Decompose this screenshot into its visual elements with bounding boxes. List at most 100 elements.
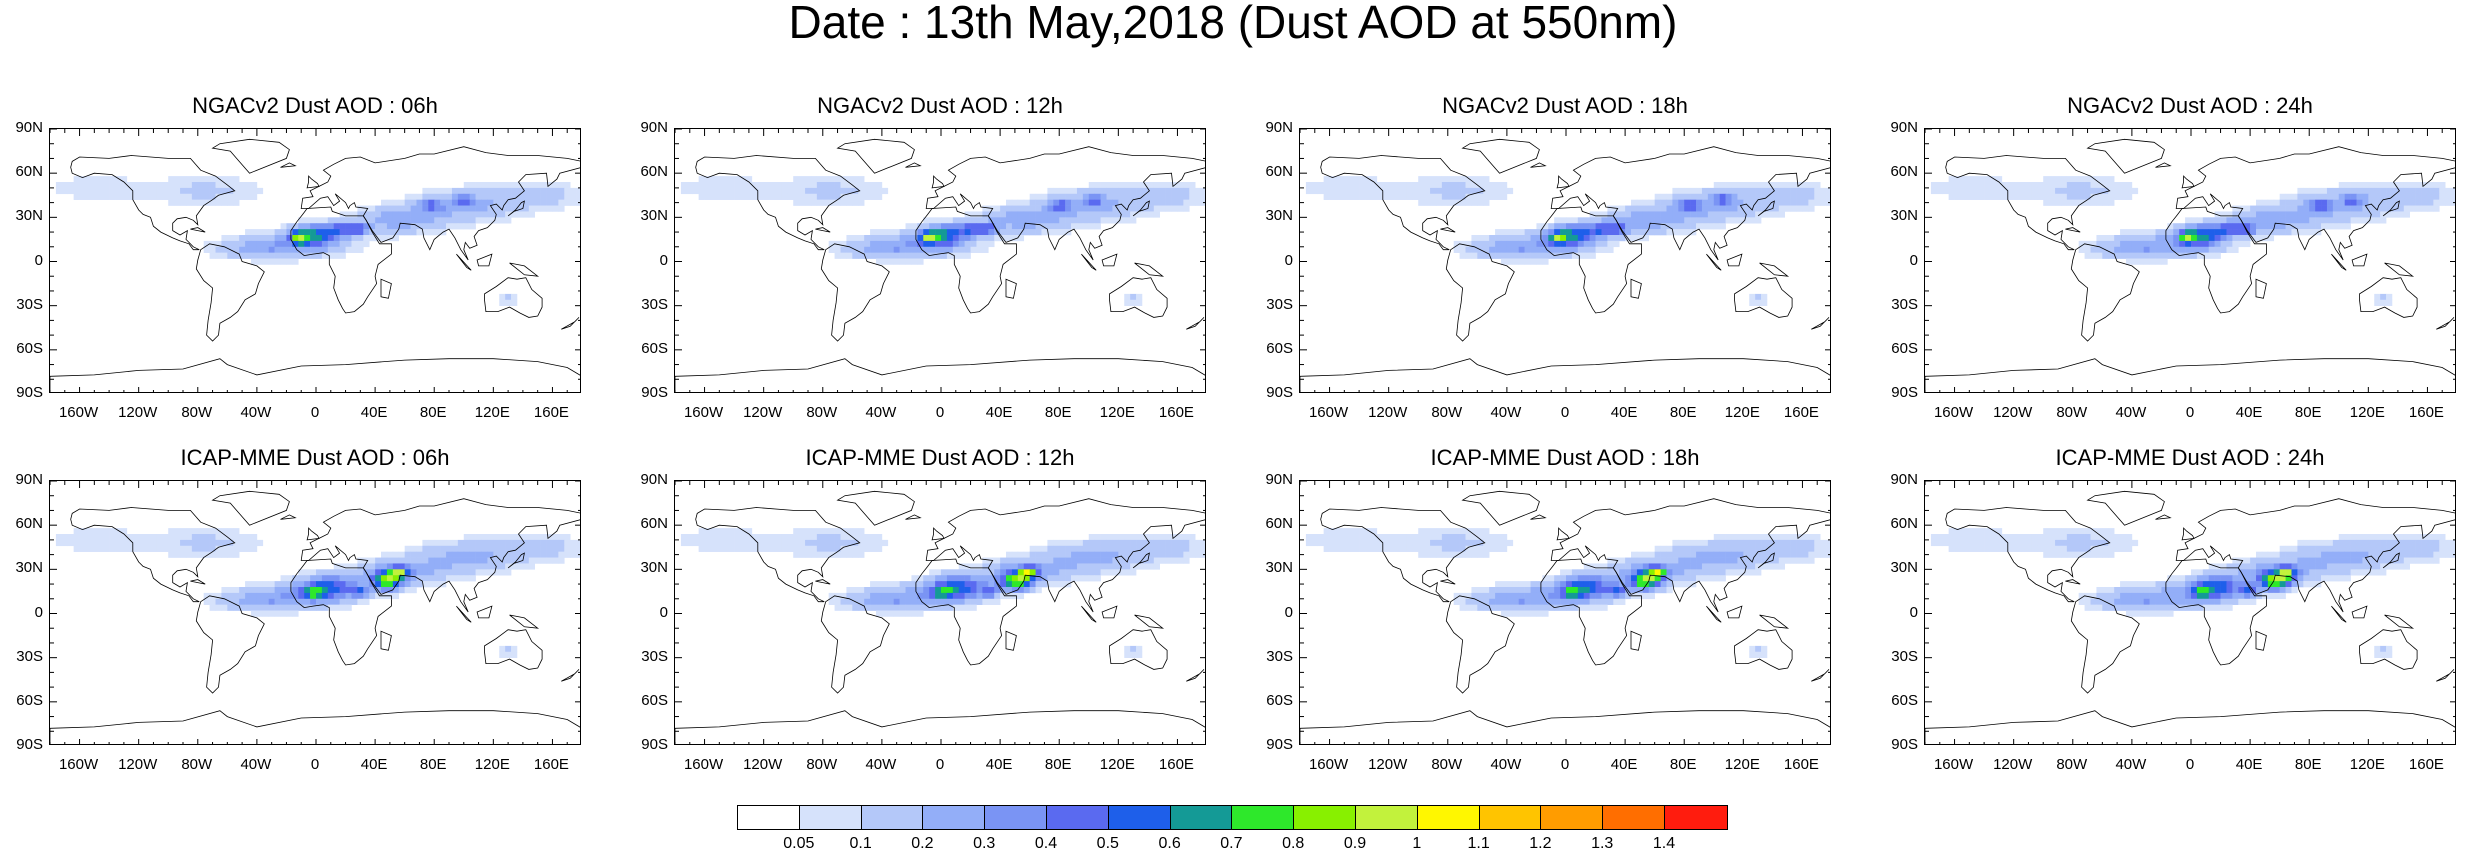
- longitude-label: 40E: [2235, 756, 2263, 773]
- longitude-label: 120E: [1099, 404, 1135, 421]
- colorbar-swatch: [1603, 806, 1665, 829]
- latitude-label: 60S: [1266, 339, 1293, 357]
- map-canvas: [675, 129, 1205, 392]
- panel-title: NGACv2 Dust AOD : 18h: [1442, 93, 1688, 118]
- coastlines: [675, 138, 1205, 392]
- latitude-label: 60S: [1891, 691, 1918, 709]
- longitude-label: 160W: [58, 756, 99, 773]
- longitude-label: 40W: [240, 404, 272, 421]
- longitude-label: 120E: [474, 404, 510, 421]
- colorbar-swatch: [1046, 806, 1109, 829]
- aod-field: [1930, 176, 2455, 306]
- aod-field: [1305, 528, 1830, 658]
- colorbar-tick-label: 0.1: [849, 835, 872, 852]
- longitude-label: 0: [2185, 756, 2195, 773]
- longitude-label: 80W: [181, 756, 213, 773]
- map-canvas: [50, 129, 580, 392]
- coastlines: [1925, 138, 2455, 392]
- latitude-label: 0: [1909, 603, 1918, 621]
- latitude-label: 60N: [1265, 515, 1293, 533]
- longitude-label: 40W: [2115, 756, 2147, 773]
- colorbar-tick-label: 1.4: [1652, 835, 1676, 852]
- latitude-label: 60N: [1890, 163, 1918, 181]
- colorbar-swatch: [1108, 806, 1171, 829]
- latitude-label: 60S: [16, 691, 43, 709]
- panel-title: ICAP-MME Dust AOD : 24h: [2055, 445, 2325, 470]
- longitude-label: 120W: [1368, 756, 1408, 773]
- longitude-label: 120W: [1368, 404, 1408, 421]
- latitude-label: 60S: [641, 339, 668, 357]
- latitude-label: 60S: [1266, 691, 1293, 709]
- longitude-label: 160W: [683, 404, 724, 421]
- dust-aod-map: [49, 480, 581, 745]
- latitude-label: 60S: [641, 691, 668, 709]
- latitude-label: 30S: [1891, 647, 1918, 665]
- longitude-label: 40W: [1490, 756, 1522, 773]
- latitude-label: 30S: [641, 647, 668, 665]
- latitude-label: 60N: [640, 515, 668, 533]
- latitude-label: 60N: [640, 163, 668, 181]
- latitude-label: 90N: [1890, 471, 1918, 488]
- aod-field: [680, 528, 1205, 658]
- colorbar-tick-label: 1.3: [1591, 835, 1614, 852]
- longitude-label: 40E: [985, 404, 1013, 421]
- colorbar-swatch: [1170, 806, 1233, 829]
- latitude-label: 90S: [641, 736, 668, 753]
- longitude-label: 0: [935, 756, 945, 773]
- coastlines: [1300, 490, 1830, 744]
- dust-aod-map: [1924, 480, 2456, 745]
- longitude-label: 160W: [1933, 756, 1974, 773]
- longitude-label: 120W: [118, 756, 158, 773]
- dust-aod-map: [49, 128, 581, 393]
- longitude-label: 160W: [1933, 404, 1974, 421]
- longitude-label: 40W: [240, 756, 272, 773]
- colorbar-swatch: [1417, 806, 1480, 829]
- longitude-label: 160E: [1783, 756, 1819, 773]
- dust-aod-map: [674, 480, 1206, 745]
- longitude-label: 0: [1560, 404, 1570, 421]
- latitude-label: 60S: [1891, 339, 1918, 357]
- longitude-label: 120W: [1993, 756, 2033, 773]
- colorbar-swatch: [985, 806, 1047, 829]
- latitude-label: 30S: [16, 295, 43, 313]
- coastlines: [50, 490, 580, 744]
- latitude-label: 30N: [15, 559, 43, 577]
- longitude-label: 160W: [683, 756, 724, 773]
- panel-title: NGACv2 Dust AOD : 24h: [2067, 93, 2313, 118]
- latitude-label: 90S: [1266, 736, 1293, 753]
- longitude-label: 40E: [1610, 756, 1638, 773]
- coastlines: [1925, 490, 2455, 744]
- longitude-label: 40E: [2235, 404, 2263, 421]
- longitude-label: 80W: [806, 756, 838, 773]
- longitude-label: 80E: [2294, 756, 2322, 773]
- coastlines: [1300, 138, 1830, 392]
- longitude-label: 80E: [1044, 404, 1072, 421]
- longitude-label: 0: [2185, 404, 2195, 421]
- colorbar-swatch: [1664, 806, 1727, 829]
- colorbar-tick-label: 0.9: [1343, 835, 1367, 852]
- map-canvas: [1300, 481, 1830, 744]
- colorbar-tick-label: 0.8: [1282, 835, 1305, 852]
- aod-field: [1930, 528, 2455, 658]
- longitude-label: 80E: [1669, 756, 1697, 773]
- longitude-label: 0: [310, 404, 320, 421]
- latitude-label: 90N: [640, 471, 668, 488]
- longitude-label: 120W: [743, 756, 783, 773]
- latitude-label: 90N: [15, 471, 43, 488]
- longitude-label: 120E: [1724, 756, 1760, 773]
- map-canvas: [675, 481, 1205, 744]
- longitude-label: 160E: [533, 756, 569, 773]
- latitude-label: 60N: [15, 515, 43, 533]
- longitude-label: 0: [935, 404, 945, 421]
- longitude-label: 80W: [1431, 404, 1463, 421]
- colorbar: [737, 805, 1728, 830]
- dust-aod-map: [1924, 128, 2456, 393]
- panel-title: ICAP-MME Dust AOD : 18h: [1430, 445, 1700, 470]
- longitude-label: 120E: [2349, 756, 2385, 773]
- longitude-label: 120E: [1099, 756, 1135, 773]
- aod-field: [55, 528, 580, 658]
- colorbar-swatch: [1355, 806, 1418, 829]
- longitude-label: 120W: [1993, 404, 2033, 421]
- colorbar-tick-label: 0.5: [1096, 835, 1119, 852]
- figure-title: Date : 13th May,2018 (Dust AOD at 550nm): [788, 0, 1678, 48]
